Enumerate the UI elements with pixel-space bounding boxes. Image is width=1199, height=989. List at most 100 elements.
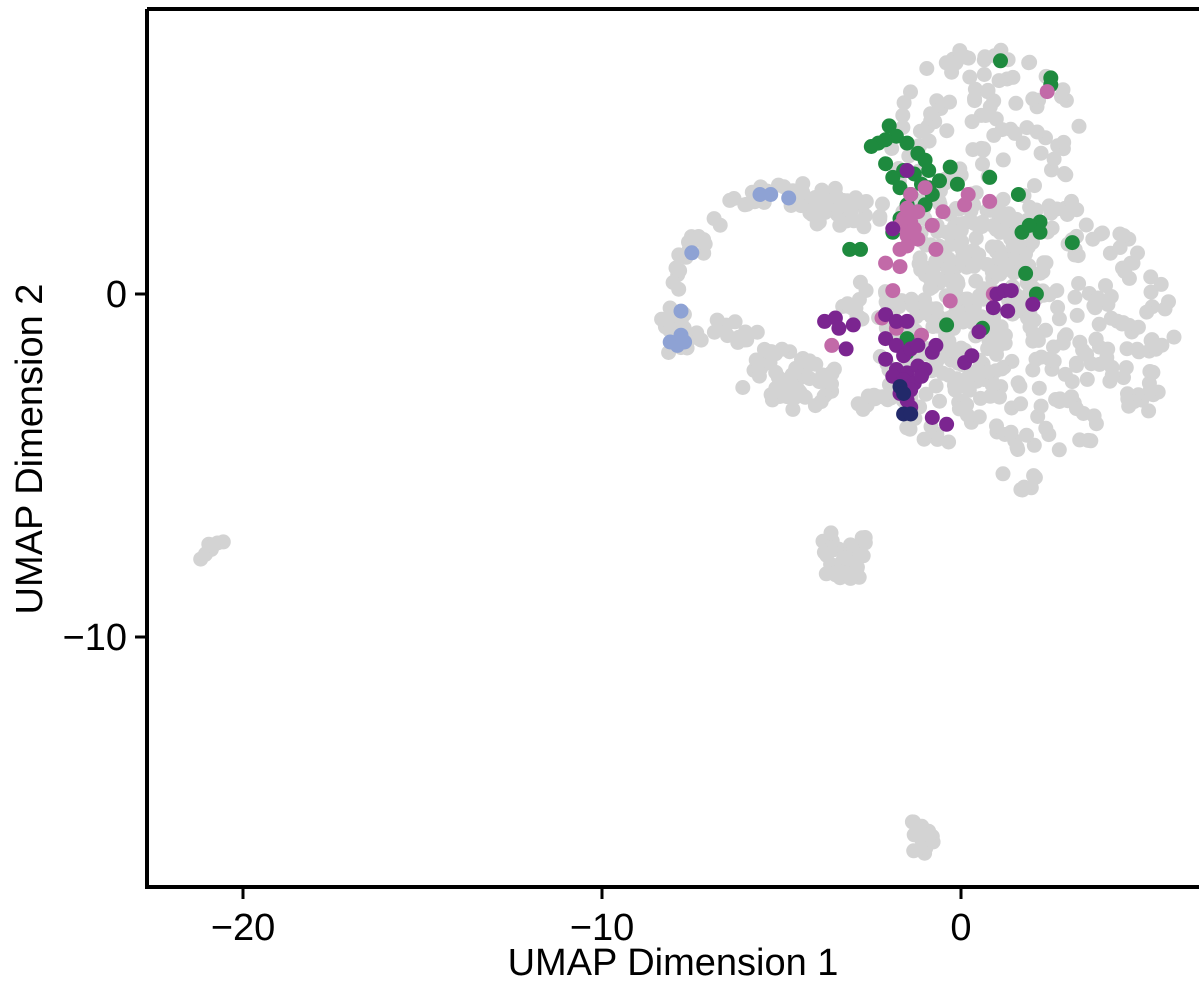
background-cell-point	[1067, 289, 1083, 305]
background-cell-point	[1103, 310, 1119, 326]
background-cell-point	[779, 389, 795, 405]
background-cell-point	[971, 409, 987, 425]
background-cell-point	[939, 123, 955, 139]
background-cell-point	[979, 257, 995, 272]
axes	[145, 7, 1199, 889]
background-cell-point	[1069, 358, 1084, 374]
background-cell-point	[783, 375, 799, 391]
background-cell-point	[949, 307, 965, 323]
series-3-point	[677, 334, 693, 350]
background-cell-point	[981, 364, 997, 380]
series-2-point	[1003, 283, 1019, 299]
series-2-point	[885, 221, 901, 237]
series-1-point	[878, 255, 894, 271]
background-cell-point	[916, 431, 932, 447]
background-cell-point	[991, 73, 1007, 89]
background-cell-point	[906, 814, 922, 830]
background-cell-point	[964, 114, 980, 130]
background-cell-point	[1071, 276, 1087, 291]
series-0-point	[1064, 235, 1080, 251]
series-0-point	[878, 156, 894, 172]
background-cell-point	[1088, 332, 1104, 348]
background-cell-point	[941, 251, 956, 267]
background-cell-point	[962, 69, 978, 85]
background-cell-point	[1067, 247, 1083, 263]
background-cell-point	[917, 292, 932, 308]
series-2-point	[888, 313, 904, 329]
background-cell-point	[1083, 433, 1099, 449]
background-cell-point	[941, 434, 957, 450]
series-0-point	[939, 317, 955, 333]
background-cell-point	[995, 466, 1011, 482]
background-cell-point	[942, 94, 957, 110]
background-cell-point	[1005, 69, 1021, 85]
background-cell-point	[819, 547, 835, 563]
background-cell-point	[837, 550, 853, 566]
series-0-point	[1032, 224, 1048, 240]
series-1-point	[935, 204, 951, 220]
series-0-point	[982, 169, 998, 185]
background-cell-point	[830, 200, 846, 216]
background-cell-point	[1019, 427, 1034, 443]
background-cell-point	[1056, 166, 1072, 181]
background-cell-point	[951, 225, 967, 241]
background-cell-point	[1117, 264, 1133, 279]
background-cell-point	[975, 142, 991, 158]
series-3-point	[684, 245, 700, 261]
background-cell-point	[1031, 380, 1047, 396]
background-cell-point	[1071, 118, 1087, 134]
series-1-point	[924, 217, 940, 233]
series-1-point	[960, 187, 976, 202]
background-cell-point	[1015, 135, 1031, 151]
background-cell-point	[811, 214, 827, 230]
series-3-point	[752, 187, 768, 202]
background-cell-point	[689, 232, 705, 248]
background-cell-point	[995, 152, 1011, 168]
background-cell-point	[824, 376, 839, 392]
background-cell-point	[1056, 134, 1072, 150]
background-cell-point	[826, 361, 842, 377]
series-0-point	[1021, 217, 1037, 233]
background-cell-point	[912, 250, 928, 266]
background-cell-point	[980, 82, 996, 98]
background-cell-point	[843, 570, 858, 586]
background-cell-point	[1056, 329, 1072, 345]
background-cell-point	[1026, 437, 1042, 453]
series-2-point	[939, 416, 955, 432]
background-cell-point	[1086, 408, 1102, 424]
background-cell-point	[1069, 202, 1085, 218]
background-cell-point	[843, 203, 859, 219]
background-cell-point	[943, 237, 959, 252]
background-cell-point	[1079, 347, 1095, 363]
background-cell-point	[928, 253, 944, 269]
series-4-point	[903, 406, 919, 422]
background-cell-point	[934, 271, 950, 287]
background-cell-point	[1028, 202, 1044, 218]
background-cell-point	[1049, 283, 1065, 299]
series-2-point	[964, 348, 980, 364]
series-4-point	[896, 386, 912, 401]
background-cell-point	[1119, 341, 1135, 357]
background-cell-point	[1033, 145, 1049, 161]
background-cell-point	[1161, 294, 1176, 310]
series-0-point	[842, 241, 858, 257]
background-cell-point	[735, 380, 751, 395]
x-tick-label: −20	[211, 907, 275, 949]
background-cell-point	[807, 398, 823, 414]
series-1-point	[1039, 84, 1055, 100]
series-2-point	[878, 307, 894, 323]
background-cell-point	[1055, 82, 1071, 98]
series-2-point	[878, 331, 894, 347]
background-cell-point	[906, 843, 922, 859]
series-0-point	[942, 159, 958, 175]
background-cell-point	[1046, 151, 1062, 167]
background-cell-point	[982, 99, 998, 115]
background-cell-point	[875, 196, 890, 212]
background-cell-point	[828, 567, 844, 583]
background-cell-point	[668, 260, 684, 276]
background-cell-point	[1046, 339, 1061, 355]
background-cell-point	[665, 275, 681, 290]
background-cell-point	[1100, 341, 1116, 357]
background-cell-point	[654, 311, 670, 327]
